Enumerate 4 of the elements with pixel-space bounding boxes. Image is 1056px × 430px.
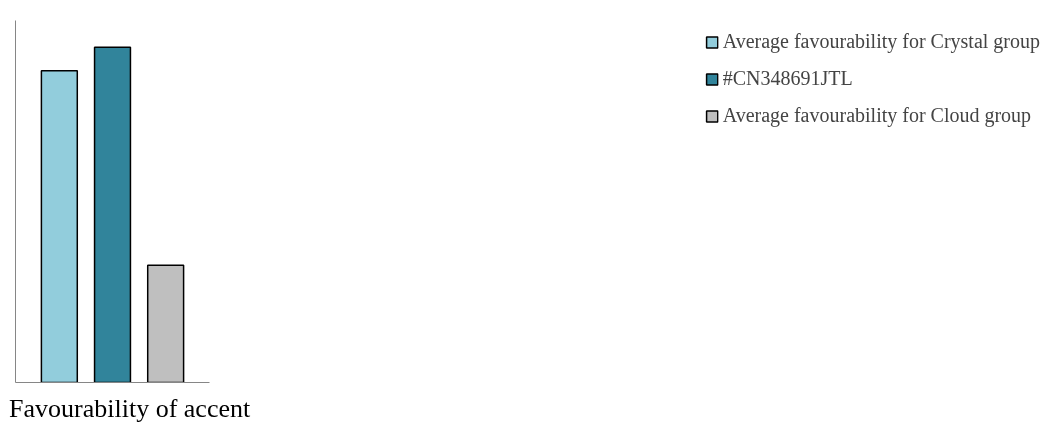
x-tick-label: Favourability of accent	[9, 393, 251, 423]
legend-label: Average favourability for Cloud group	[722, 104, 1032, 127]
legend-label: #CN348691JTL	[722, 67, 853, 90]
legend-label: Average favourability for Crystal group	[722, 30, 1040, 53]
